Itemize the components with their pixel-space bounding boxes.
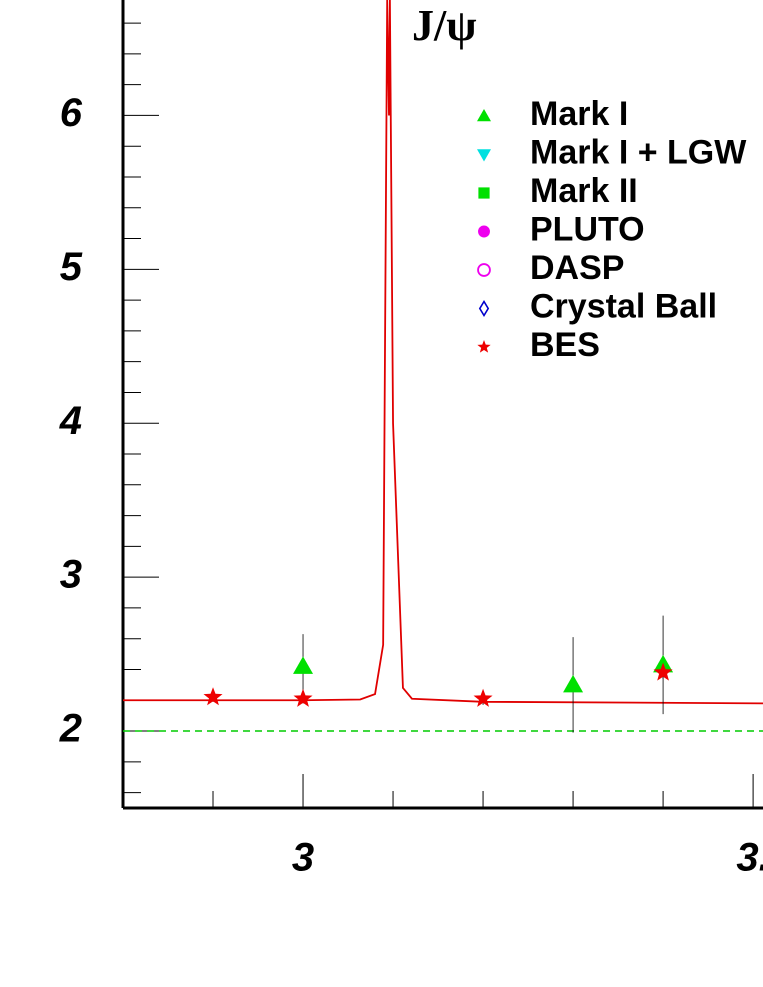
legend-marker: [477, 340, 491, 353]
y-tick-label: 4: [59, 399, 82, 443]
marker: [653, 662, 673, 681]
y-tick-label: 2: [59, 707, 82, 751]
marker: [293, 656, 314, 674]
legend-marker: [478, 225, 490, 238]
legend-marker: [477, 109, 491, 122]
legend-marker: [478, 299, 490, 318]
legend-label: Mark I + LGW: [530, 133, 747, 171]
legend-label: PLUTO: [530, 210, 645, 248]
legend-label: DASP: [530, 249, 624, 287]
y-tick-label: 6: [60, 91, 83, 135]
legend-label: Crystal Ball: [530, 287, 717, 325]
x-tick-label: 3.: [736, 836, 763, 880]
marker: [293, 688, 313, 707]
legend-marker: [477, 263, 491, 277]
legend-marker: [477, 149, 491, 162]
annotation: J/ψ: [412, 1, 477, 50]
marker: [203, 687, 223, 706]
legend-marker: [478, 187, 490, 199]
fit-curve: [123, 0, 763, 705]
marker: [473, 688, 493, 707]
marker: [563, 674, 584, 693]
legend-label: Mark II: [530, 172, 638, 210]
y-tick-label: 3: [60, 553, 82, 597]
plot-area: [123, 0, 763, 733]
x-tick-label: 3: [292, 836, 314, 880]
legend-label: BES: [530, 326, 600, 364]
y-tick-label: 5: [60, 245, 83, 289]
legend-label: Mark I: [530, 95, 628, 133]
